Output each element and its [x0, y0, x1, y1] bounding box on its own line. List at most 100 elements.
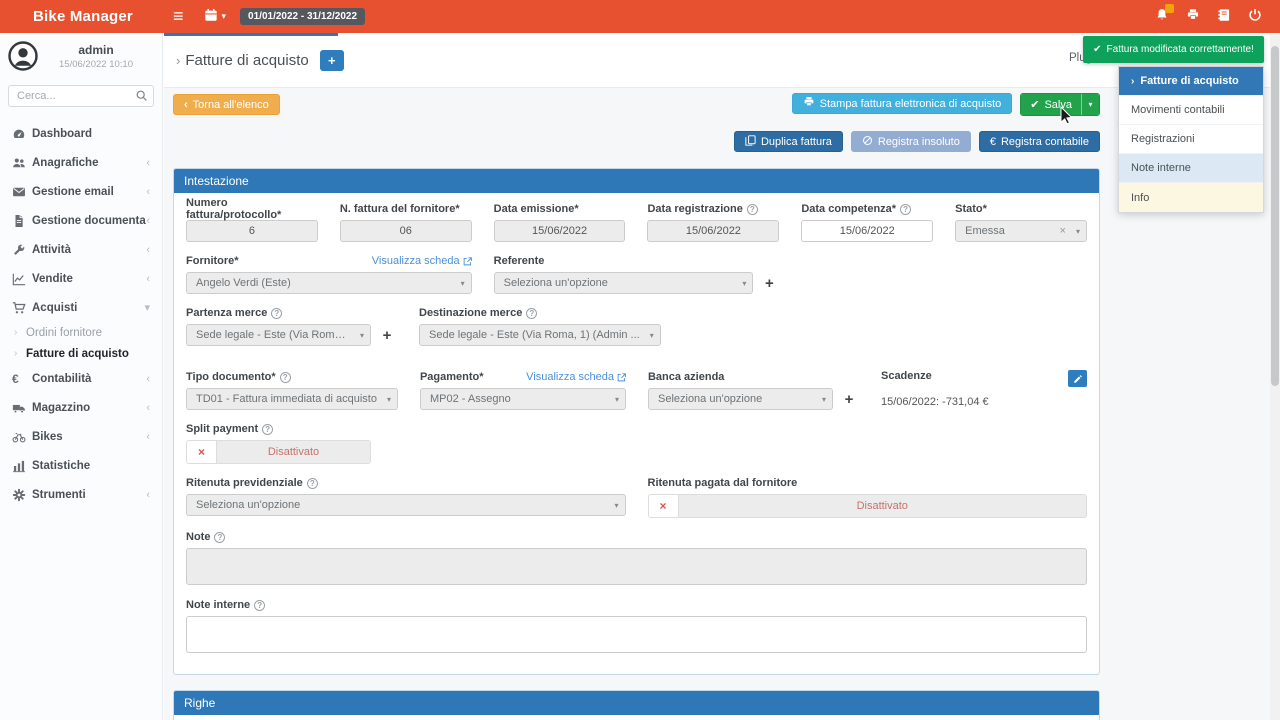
topbar-actions: [1155, 4, 1280, 25]
sidebar-item-attivita[interactable]: Attività ‹: [0, 235, 162, 264]
duplicate-invoice-button[interactable]: Duplica fattura: [733, 131, 843, 152]
slash-circle-icon: [862, 135, 873, 149]
tachometer-icon: [12, 127, 32, 141]
data-competenza-input[interactable]: 15/06/2022: [801, 220, 934, 242]
save-dropdown-toggle[interactable]: ▾: [1081, 94, 1099, 115]
section-menu: › Fatture di acquisto Movimenti contabil…: [1118, 66, 1264, 213]
user-datetime: 15/06/2022 10:10: [59, 58, 133, 70]
scadenze-value: 15/06/2022: -731,04 €: [880, 396, 989, 408]
add-invoice-button[interactable]: +: [319, 50, 344, 71]
sidebar-item-contabilita[interactable]: € Contabilità ‹: [12, 371, 150, 386]
truck-icon: [12, 401, 32, 415]
user-panel: admin 15/06/2022 10:10: [0, 33, 162, 75]
sidebar-item-gestione-documentale[interactable]: Gestione documentale ‹: [0, 206, 162, 235]
sidebar-item-dashboard[interactable]: Dashboard: [0, 119, 162, 148]
register-unpaid-button[interactable]: Registra insoluto: [850, 131, 971, 152]
field-label: Split payment: [186, 423, 259, 435]
menu-item-note-interne[interactable]: Note interne: [1119, 154, 1263, 183]
menu-item-registrazioni[interactable]: Registrazioni: [1119, 125, 1263, 154]
chevron-left-icon: ‹: [146, 243, 150, 256]
chevron-left-icon: ‹: [146, 185, 150, 198]
fornitore-view-link[interactable]: Visualizza scheda: [372, 255, 472, 267]
print-electronic-invoice-button[interactable]: Stampa fattura elettronica di acquisto: [791, 93, 1013, 114]
fornitore-select[interactable]: Angelo Verdi (Este) ▾: [186, 272, 472, 294]
field-label: Referente: [493, 255, 545, 267]
sidebar-item-ordini-fornitore[interactable]: › Ordini fornitore: [14, 326, 103, 339]
pagamento-select[interactable]: MP02 - Assegno ▾: [419, 388, 626, 410]
pagamento-view-link[interactable]: Visualizza scheda: [526, 371, 626, 383]
toggle-off-icon[interactable]: ×: [187, 441, 217, 463]
sidebar-item-statistiche[interactable]: Statistiche: [0, 451, 162, 480]
envelope-icon: [12, 185, 32, 199]
breadcrumb-arrow-icon: ›: [14, 327, 18, 338]
chevron-left-icon: ‹: [184, 98, 188, 111]
add-banca-button[interactable]: +: [839, 391, 859, 408]
ritenuta-previdenziale-select[interactable]: Seleziona un'opzione ▾: [186, 494, 626, 516]
menu-item-movimenti-contabili[interactable]: Movimenti contabili: [1119, 96, 1263, 125]
clear-icon[interactable]: ×: [1059, 225, 1066, 237]
notifications-button[interactable]: [1155, 4, 1174, 25]
help-icon: ?: [306, 477, 318, 489]
destinazione-merce-select[interactable]: Sede legale - Este (Via Roma, 1) (Admin …: [419, 324, 661, 346]
caret-down-icon: ▾: [614, 500, 619, 510]
logout-button[interactable]: [1248, 8, 1262, 25]
field-label: Partenza merce: [186, 307, 268, 319]
stato-select[interactable]: Emessa × ▾: [955, 220, 1087, 242]
sidebar-item-bikes[interactable]: Bikes ‹: [0, 422, 162, 451]
vertical-scrollbar[interactable]: [1270, 33, 1280, 720]
sidebar-item-magazzino[interactable]: Magazzino ‹: [0, 393, 162, 422]
date-range-badge[interactable]: 01/01/2022 - 31/12/2022: [240, 8, 366, 25]
check-icon: ✔: [1093, 44, 1102, 55]
field-label: Scadenze: [880, 370, 932, 382]
sidebar-item-strumenti[interactable]: Strumenti ‹: [0, 480, 162, 509]
add-partenza-button[interactable]: +: [377, 327, 397, 344]
sidebar-item-anagrafiche[interactable]: Anagrafiche ‹: [0, 148, 162, 177]
chevron-left-icon: ‹: [146, 272, 150, 285]
field-label: Banca azienda: [647, 371, 725, 383]
sidebar-item-fatture-di-acquisto[interactable]: › Fatture di acquisto: [14, 347, 129, 360]
avatar[interactable]: [8, 41, 38, 71]
caret-down-icon: ▾: [359, 330, 364, 340]
sidebar-item-gestione-email[interactable]: Gestione email ‹: [0, 177, 162, 206]
breadcrumb-arrow-icon: ›: [1131, 75, 1135, 87]
topbar: Bike Manager ≡ ▾ 01/01/2022 - 31/12/2022: [0, 0, 1280, 33]
save-button[interactable]: ✔ Salva ▾: [1020, 93, 1100, 116]
sidebar-item-acquisti[interactable]: Acquisti ▾: [0, 293, 162, 322]
field-label: Pagamento*: [419, 371, 484, 383]
search-input[interactable]: [8, 85, 154, 107]
menu-item-info[interactable]: Info: [1119, 183, 1263, 212]
chevron-left-icon: ‹: [146, 156, 150, 169]
scrollbar-thumb[interactable]: [1271, 46, 1279, 386]
sidebar-search: [8, 85, 154, 107]
toggle-off-icon[interactable]: ×: [648, 495, 679, 517]
intestazione-panel: Intestazione Numero fattura/protocollo* …: [173, 168, 1100, 675]
n-fattura-fornitore-input: 06: [339, 220, 472, 242]
addressbook-button[interactable]: [1217, 8, 1231, 25]
note-interne-textarea[interactable]: [186, 616, 1087, 653]
help-icon: ?: [214, 531, 226, 543]
date-filter-button[interactable]: ▾: [204, 8, 226, 25]
banca-azienda-select[interactable]: Seleziona un'opzione ▾: [647, 388, 833, 410]
partenza-merce-select[interactable]: Sede legale - Este (Via Roma, 1) (A... ▾: [186, 324, 371, 346]
sidebar-item-vendite[interactable]: Vendite ‹: [0, 264, 162, 293]
breadcrumb-arrow-icon: ›: [14, 348, 18, 359]
add-referente-button[interactable]: +: [759, 275, 779, 292]
chevron-left-icon: ‹: [146, 488, 150, 501]
referente-select[interactable]: Seleziona un'opzione ▾: [493, 272, 754, 294]
ritenuta-fornitore-state: Disattivato: [678, 495, 1086, 517]
menu-item-fatture-di-acquisto[interactable]: › Fatture di acquisto: [1119, 67, 1263, 96]
notification-badge: [1165, 4, 1174, 13]
panel-header: Intestazione: [174, 169, 1099, 193]
field-label: Note interne: [186, 599, 251, 611]
euro-icon: €: [989, 135, 996, 148]
print-button[interactable]: [1186, 8, 1200, 25]
euro-icon: €: [12, 371, 19, 386]
hamburger-menu-icon[interactable]: ≡: [173, 6, 184, 26]
chevron-left-icon: ‹: [146, 430, 150, 443]
printer-icon: [1186, 8, 1200, 25]
tipo-documento-select[interactable]: TD01 - Fattura immediata di acquisto ▾: [186, 388, 398, 410]
back-to-list-button[interactable]: ‹ Torna all'elenco: [173, 94, 280, 115]
edit-scadenze-button[interactable]: [1068, 370, 1087, 387]
chevron-left-icon: ‹: [146, 401, 150, 414]
register-accounting-button[interactable]: € Registra contabile: [978, 131, 1100, 152]
